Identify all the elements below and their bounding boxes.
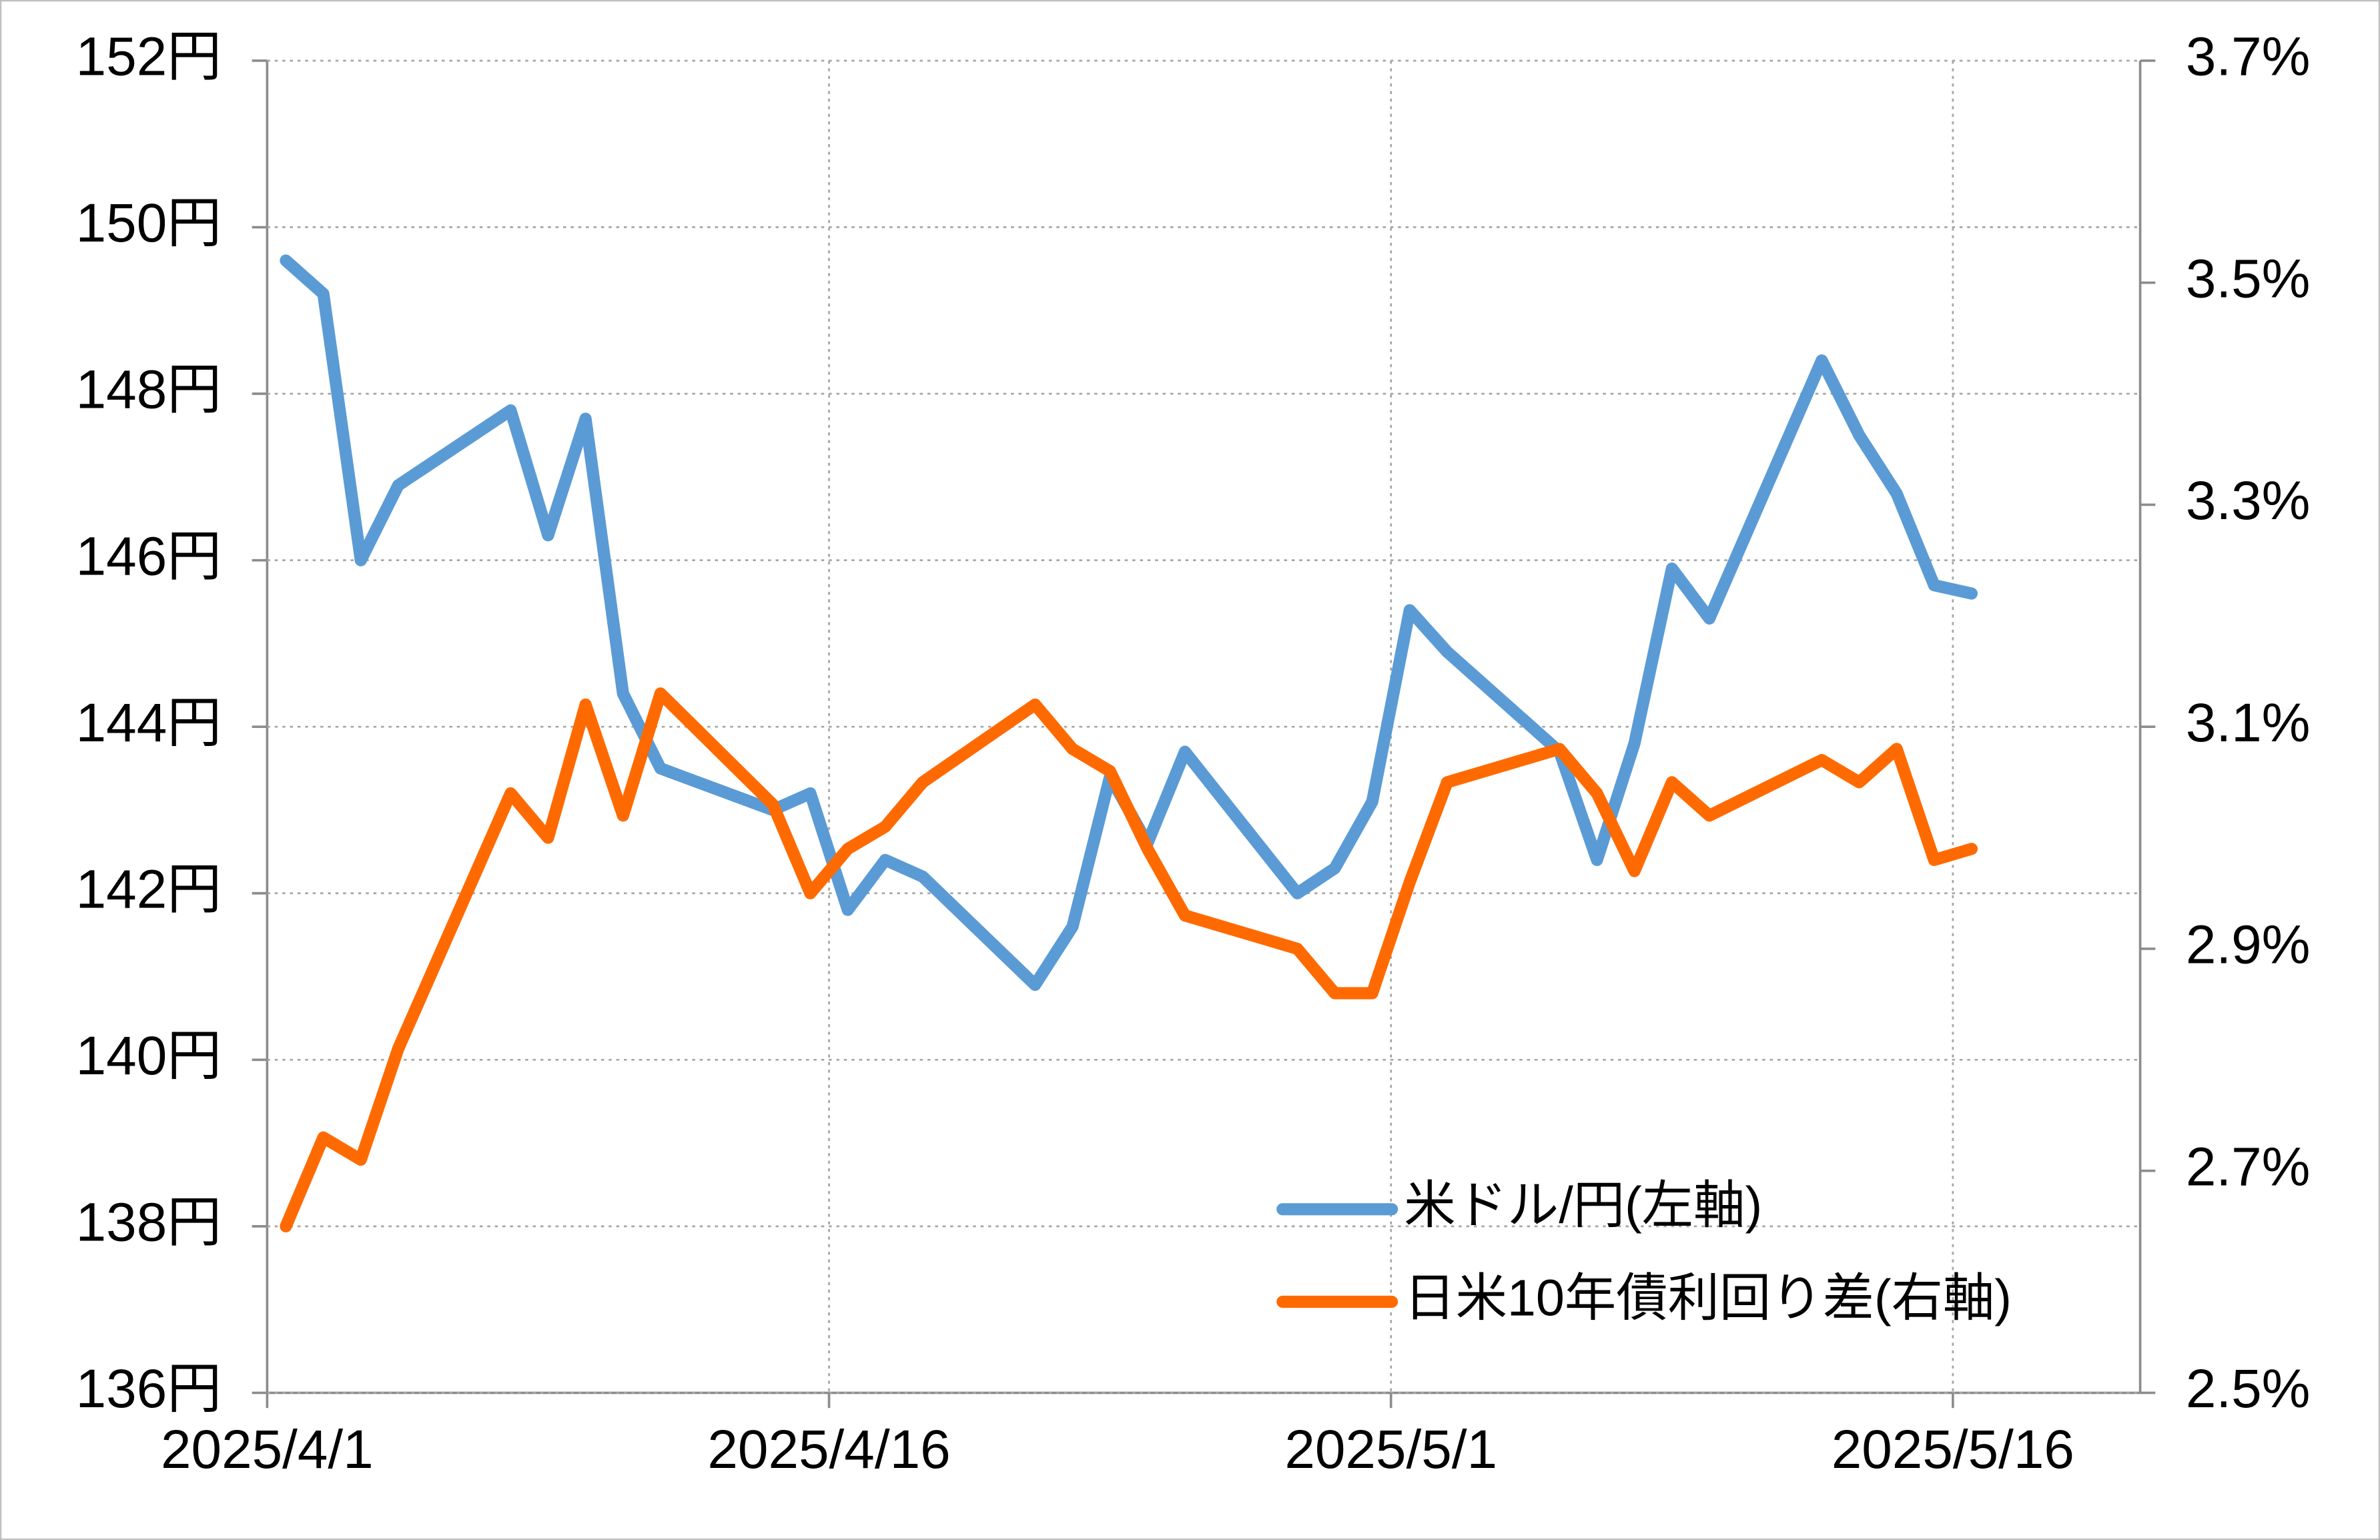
y2-tick-label: 2.9% — [2186, 915, 2311, 976]
y-tick-label: 144円 — [76, 693, 222, 753]
y2-tick-label: 2.5% — [2186, 1359, 2311, 1419]
y-tick-label: 140円 — [76, 1026, 222, 1086]
y-tick-label: 142円 — [76, 859, 222, 919]
legend-label: 日米10年債利回り差(右軸) — [1404, 1269, 2012, 1326]
y-tick-label: 148円 — [76, 360, 222, 420]
x-tick-label: 2025/5/1 — [1284, 1419, 1497, 1480]
legend-label: 米ドル/円(左軸) — [1404, 1177, 1762, 1234]
x-tick-label: 2025/4/16 — [707, 1419, 950, 1480]
y-tick-label: 152円 — [76, 27, 222, 87]
y-tick-label: 146円 — [76, 526, 222, 587]
x-tick-label: 2025/5/16 — [1832, 1419, 2074, 1480]
y2-tick-label: 3.1% — [2186, 693, 2311, 753]
y2-tick-label: 3.5% — [2186, 248, 2311, 309]
series-line — [280, 687, 1978, 1232]
y-tick-label: 150円 — [76, 193, 222, 254]
y2-tick-label: 3.7% — [2186, 27, 2311, 87]
y-tick-label: 136円 — [76, 1359, 222, 1419]
x-tick-label: 2025/4/1 — [161, 1419, 374, 1480]
y2-tick-label: 2.7% — [2186, 1136, 2311, 1197]
y2-tick-label: 3.3% — [2186, 470, 2311, 531]
y-tick-label: 138円 — [76, 1192, 222, 1253]
